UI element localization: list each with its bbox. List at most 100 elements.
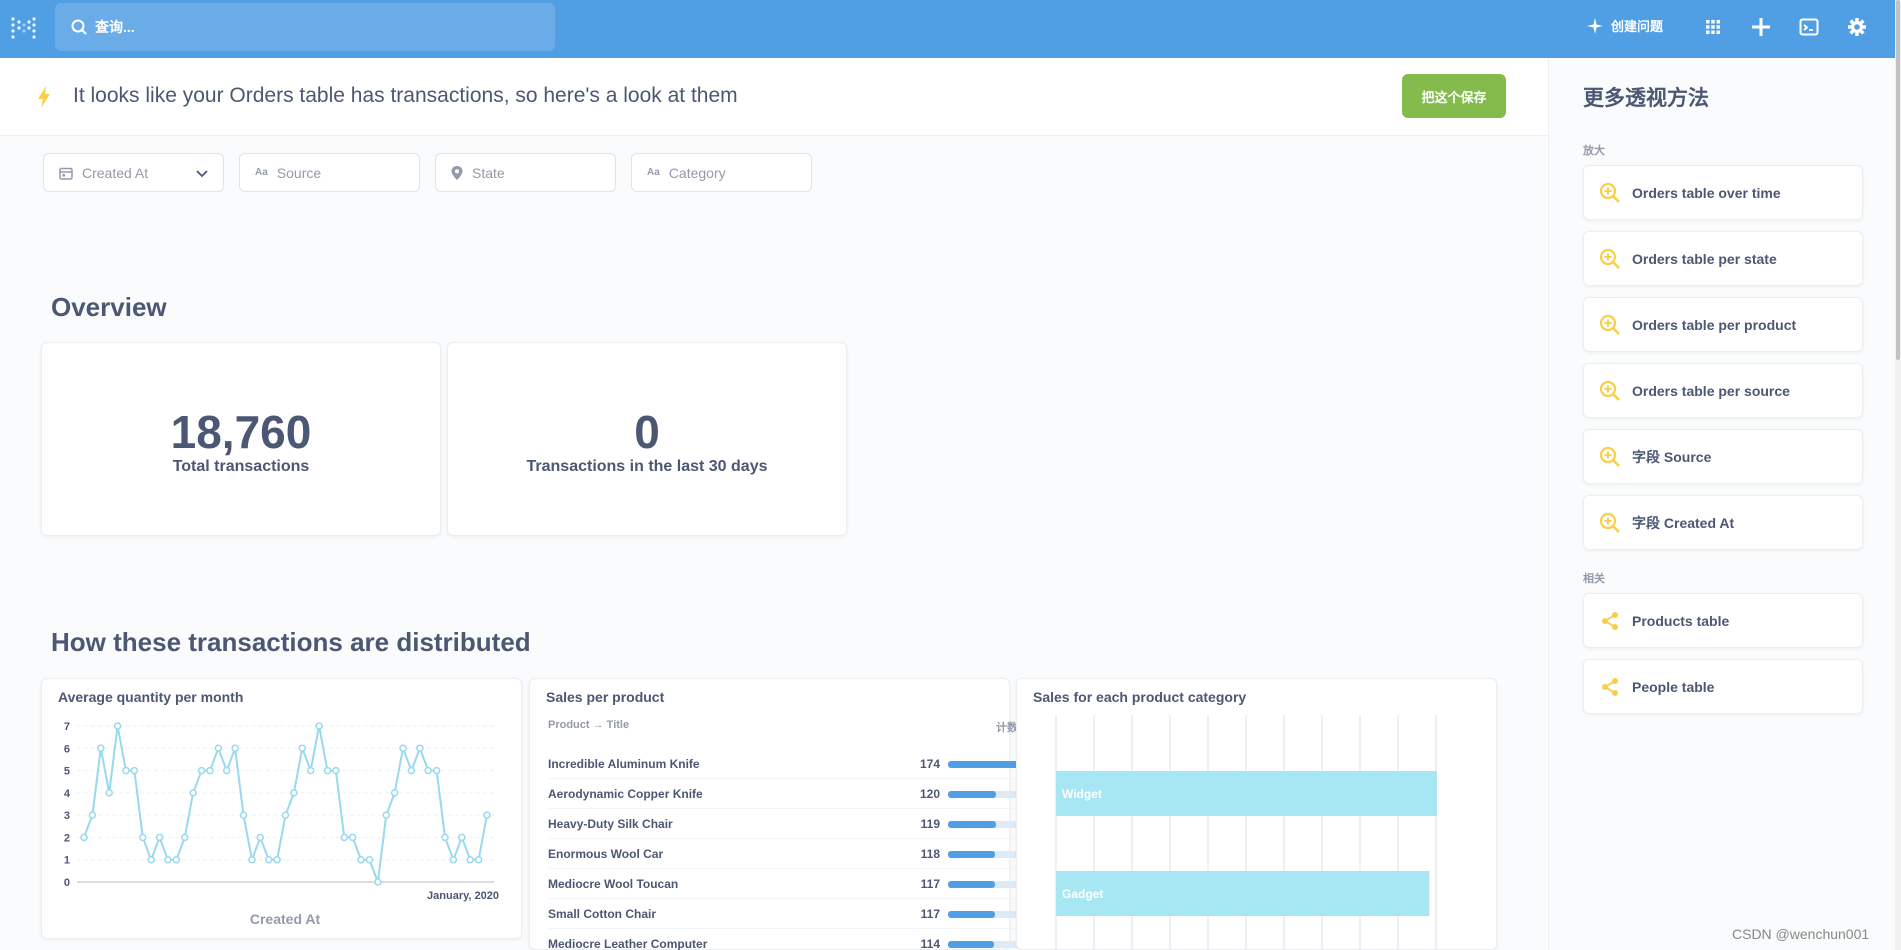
data-point[interactable] [432,766,441,775]
column-header-count[interactable]: 计数 [996,722,1018,734]
table-card[interactable]: Sales per product Product → Title 计数 Inc… [529,678,1018,950]
line-chart[interactable]: 0 1 2 3 4 5 6 7 January, 2020 Created At [42,679,523,940]
gear-icon[interactable] [1846,16,1868,38]
data-point[interactable] [97,744,105,753]
column-header-title[interactable]: Product → Title [548,719,630,731]
data-point[interactable] [147,855,155,864]
bar-category-label: Widget [1062,787,1102,801]
table-row[interactable]: Mediocre Wool Toucan 117 [548,869,1018,899]
data-point[interactable] [315,722,323,730]
zoom-item[interactable]: Orders table per source [1583,363,1863,418]
scrollbar-thumb[interactable] [1896,0,1900,360]
data-point[interactable] [290,789,298,797]
data-point[interactable] [222,766,231,775]
zoom-item[interactable]: Orders table per product [1583,297,1863,352]
bar[interactable] [1056,871,1430,916]
data-point[interactable] [122,766,130,775]
data-point[interactable] [113,722,122,730]
data-point[interactable] [416,744,424,753]
zoom-in-icon [1598,247,1622,271]
data-point[interactable] [155,833,164,842]
new-question-label: 创建问题 [1611,19,1664,34]
zoom-item[interactable]: 字段 Created At [1583,495,1863,550]
filter-created-at[interactable]: Created At [43,153,224,192]
data-point[interactable] [474,855,483,864]
zoom-item[interactable]: Orders table over time [1583,165,1863,220]
data-point[interactable] [80,833,88,842]
new-question-button[interactable]: 创建问题 [1587,16,1663,35]
search-input[interactable] [95,19,495,35]
zoom-item[interactable]: Orders table per state [1583,231,1863,286]
scalar-card-total[interactable]: 18,760 Total transactions [41,342,441,536]
data-point[interactable] [214,744,223,753]
data-point[interactable] [189,789,197,797]
scalar-label: Total transactions [172,458,310,475]
grid-icon[interactable] [1702,16,1724,38]
count-bar-fill [948,821,996,828]
count-bar-track [948,791,1018,798]
data-point[interactable] [164,855,172,864]
data-point[interactable] [407,766,416,775]
terminal-icon[interactable] [1798,16,1820,38]
data-point[interactable] [256,833,265,842]
table-row[interactable]: Small Cotton Chair 117 [548,899,1018,929]
data-point[interactable] [323,766,332,775]
data-point[interactable] [483,811,491,819]
filter-state[interactable]: State [435,153,616,192]
data-point[interactable] [365,855,374,864]
data-point[interactable] [181,833,189,842]
data-point[interactable] [139,833,147,842]
data-point[interactable] [206,766,214,775]
data-point[interactable] [172,855,181,864]
data-point[interactable] [105,789,113,797]
data-point[interactable] [264,855,273,864]
search-bar[interactable] [55,3,555,51]
series-line[interactable] [83,725,488,883]
plus-icon[interactable] [1750,16,1772,38]
data-point[interactable] [449,855,458,864]
data-point[interactable] [357,855,365,864]
table-row[interactable]: Heavy-Duty Silk Chair 119 [548,809,1018,839]
data-point[interactable] [424,766,432,775]
data-point[interactable] [239,811,248,819]
data-point[interactable] [306,766,315,775]
related-item[interactable]: People table [1583,659,1863,714]
data-point[interactable] [458,833,466,842]
filter-source[interactable]: Aa Source [239,153,420,192]
table-row[interactable]: Mediocre Leather Computer 114 [548,929,1018,950]
data-point[interactable] [399,744,407,753]
logo-icon[interactable] [10,14,36,44]
filter-category[interactable]: Aa Category [631,153,812,192]
data-point[interactable] [466,855,474,864]
scalar-label: Transactions in the last 30 days [526,458,768,475]
data-point[interactable] [441,833,449,842]
data-point[interactable] [382,811,390,819]
data-point[interactable] [298,744,307,753]
bar-chart[interactable]: Widget Gadget [1017,679,1498,950]
data-point[interactable] [281,811,290,819]
bar-chart-card[interactable]: Sales for each product category Widget Ga… [1016,678,1497,950]
table-row[interactable]: Enormous Wool Car 118 [548,839,1018,869]
data-point[interactable] [197,766,206,775]
table-row[interactable]: Incredible Aluminum Knife 174 [548,749,1018,779]
save-button[interactable]: 把这个保存 [1402,74,1506,118]
bar[interactable] [1056,771,1437,816]
scalar-card-last-30-days[interactable]: 0 Transactions in the last 30 days [447,342,847,536]
data-point[interactable] [130,766,139,775]
page-scrollbar[interactable] [1895,0,1901,950]
data-point[interactable] [374,878,382,886]
data-point[interactable] [273,855,281,864]
data-point[interactable] [88,811,97,819]
data-point[interactable] [332,766,340,775]
zoom-item[interactable]: 字段 Source [1583,429,1863,484]
data-point[interactable] [340,833,349,842]
data-point[interactable] [348,833,357,842]
more-xrays-sidebar: 更多透视方法 放大 Orders table over time Orders t… [1548,58,1895,950]
data-point[interactable] [390,789,399,797]
data-point[interactable] [231,744,239,753]
table-row[interactable]: Aerodynamic Copper Knife 120 [548,779,1018,809]
count-bar-fill [948,761,1018,768]
data-point[interactable] [248,855,256,864]
line-chart-card[interactable]: Average quantity per month 0 1 2 3 4 5 6 7 Janua… [41,678,522,939]
related-item[interactable]: Products table [1583,593,1863,648]
